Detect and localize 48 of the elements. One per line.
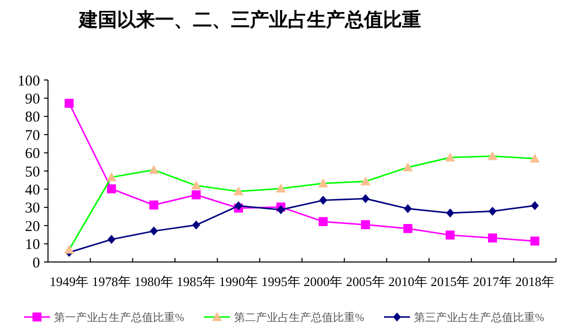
x-tick-label: 2000年	[304, 274, 343, 289]
x-tick-label: 2005年	[346, 274, 385, 289]
point	[404, 204, 412, 214]
point	[446, 230, 455, 240]
point	[107, 184, 116, 194]
x-tick-label: 2015年	[430, 274, 470, 289]
y-tick-label: 50	[25, 164, 40, 180]
x-tick-label: 2018年	[515, 274, 554, 289]
y-tick-label: 70	[25, 128, 40, 144]
point	[403, 224, 412, 234]
legend-label: 第二产业占生产总值比重%	[234, 310, 364, 324]
point	[276, 205, 285, 214]
point	[362, 194, 370, 204]
point	[319, 196, 328, 205]
x-tick-label: 2010年	[388, 274, 428, 289]
point	[488, 233, 497, 242]
y-tick-label: 80	[25, 110, 40, 126]
point	[530, 236, 540, 246]
x-tick-label: 1949年	[50, 274, 89, 289]
point	[530, 201, 539, 210]
point	[361, 220, 370, 230]
y-tick-label: 100	[18, 73, 40, 90]
x-tick-label: 1978年	[92, 274, 131, 289]
point	[150, 226, 158, 236]
point	[234, 201, 242, 210]
y-tick-label: 0	[32, 255, 40, 272]
point	[149, 200, 158, 210]
y-tick-label: 60	[25, 146, 40, 162]
chart-title: 建国以来一、二、三产业占生产总值比重	[77, 9, 421, 31]
point	[192, 220, 200, 230]
y-tick-label: 20	[25, 218, 40, 235]
point	[64, 98, 74, 108]
point	[108, 234, 116, 244]
point	[446, 208, 454, 218]
legend-label: 第三产业占生产总值比重%	[414, 310, 544, 324]
point	[488, 206, 496, 216]
x-tick-label: 1980年	[134, 274, 174, 289]
y-tick-label: 40	[25, 182, 40, 198]
x-tick-label: 1990年	[219, 274, 258, 289]
legend-label: 第一产业占生产总值比重%	[54, 310, 184, 324]
y-tick-label: 90	[25, 91, 40, 108]
x-tick-label: 1995年	[261, 274, 300, 289]
y-tick-label: 10	[25, 237, 40, 254]
y-tick-label: 30	[25, 200, 40, 217]
point	[192, 190, 201, 200]
x-tick-label: 1985年	[176, 274, 216, 289]
x-tick-label: 2017年	[473, 274, 512, 289]
point	[318, 217, 328, 226]
